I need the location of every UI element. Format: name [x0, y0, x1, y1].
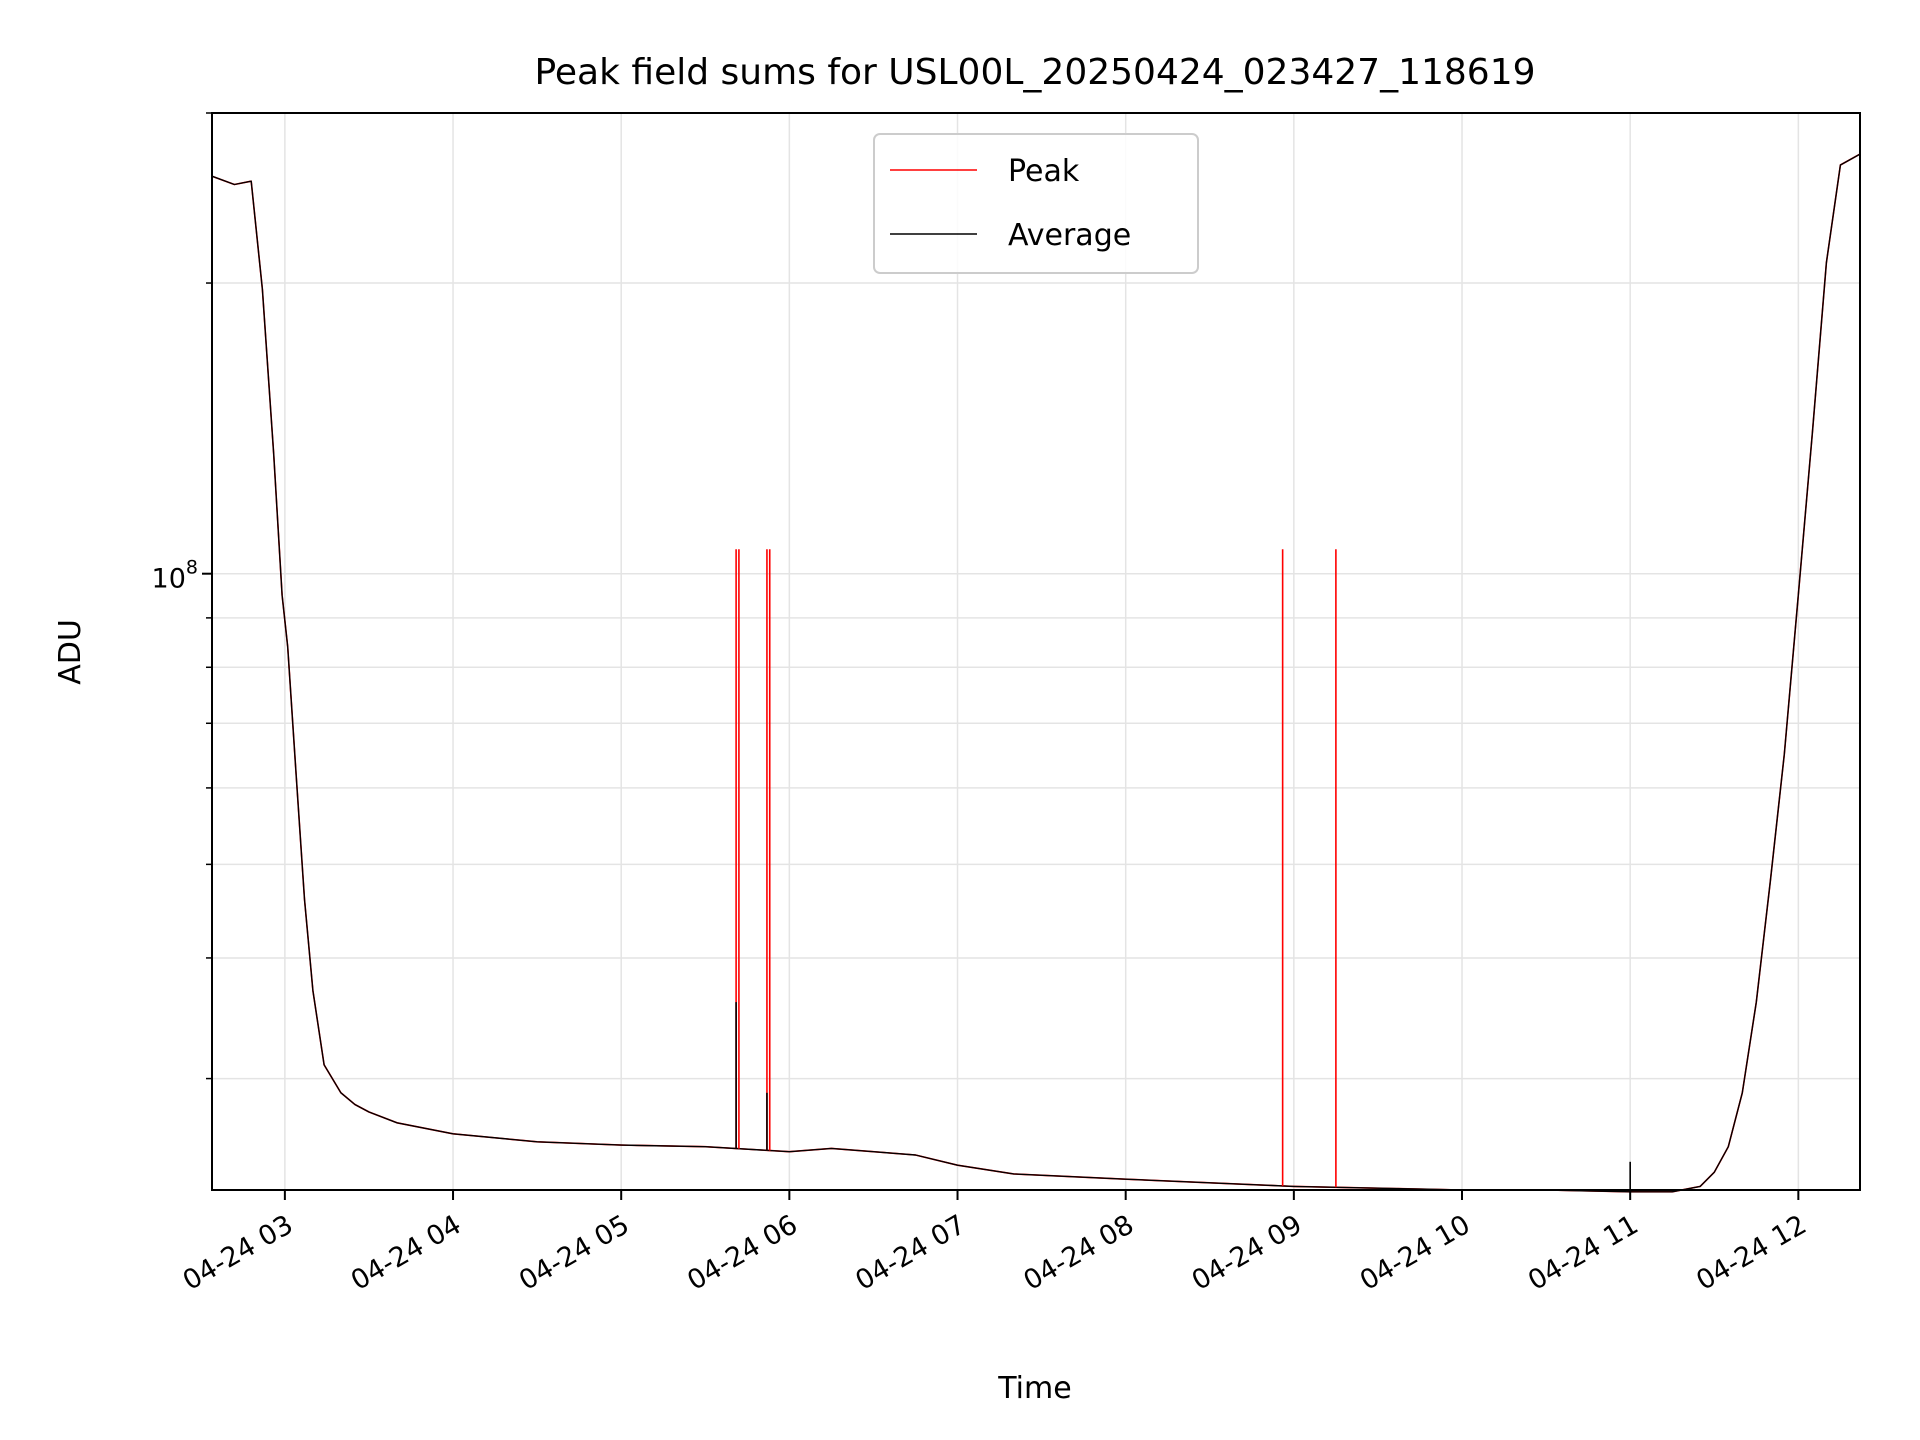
- legend: Peak Average: [873, 133, 1199, 274]
- x-axis-label: Time: [997, 1371, 1071, 1406]
- legend-label-peak: Peak: [1008, 154, 1080, 189]
- chart-title: Peak field sums for USL00L_20250424_0234…: [534, 52, 1535, 93]
- series-line-average: [211, 153, 1861, 1193]
- y-axis-label: ADU: [53, 619, 88, 685]
- series-layer: [211, 153, 1861, 1193]
- y-tick-label: 108: [152, 557, 198, 595]
- plot-frame: [211, 112, 1861, 1191]
- legend-label-average: Average: [1008, 218, 1131, 253]
- legend-frame: [873, 133, 1199, 274]
- y-axis: 108: [152, 112, 212, 1080]
